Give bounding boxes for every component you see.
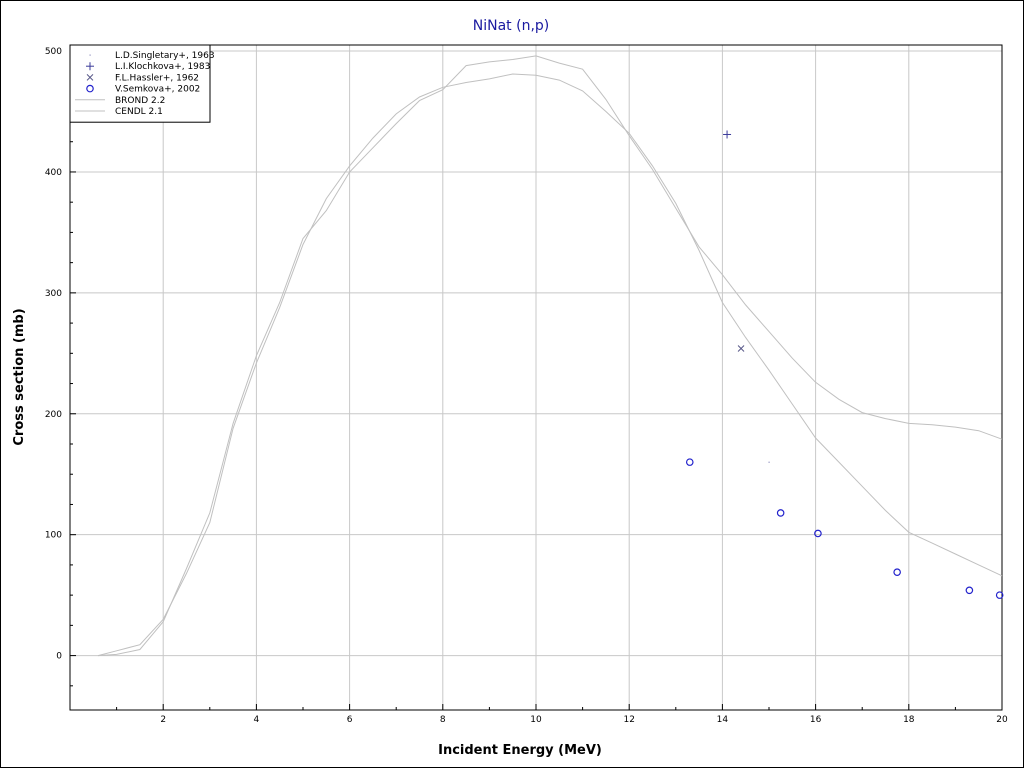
legend-swatch-2 — [86, 74, 94, 81]
grid — [70, 45, 1002, 710]
data-point-3-4 — [965, 586, 974, 595]
legend-label-5: CENDL 2.1 — [115, 107, 163, 117]
data-point-3-3 — [893, 568, 901, 576]
x-tick-label: 2 — [160, 715, 166, 725]
legend-label-3: V.Semkova+, 2002 — [115, 85, 200, 95]
data-point-2-0 — [737, 345, 745, 352]
legend-swatch-0 — [89, 54, 91, 56]
legend-label-0: L.D.Singletary+, 1963 — [115, 51, 215, 61]
legend-swatch-1 — [86, 62, 94, 71]
legend-box — [69, 44, 211, 123]
data-point-3-5 — [995, 591, 1004, 599]
legend-label-2: F.L.Hassler+, 1962 — [115, 73, 199, 83]
legend-label-4: BROND 2.2 — [115, 96, 165, 106]
x-tick-label: 18 — [903, 715, 915, 725]
chart-title: NiNat (n,p) — [473, 18, 550, 34]
tick-marks — [70, 50, 1003, 710]
experimental-points — [685, 130, 1004, 599]
x-axis-label: Incident Energy (MeV) — [438, 743, 602, 758]
y-tick-label: 300 — [45, 289, 62, 299]
y-tick-label: 100 — [45, 531, 62, 541]
x-tick-label: 10 — [530, 715, 542, 725]
series-line-5 — [97, 73, 1003, 657]
data-point-1-0 — [723, 130, 732, 139]
data-point-3-1 — [776, 509, 785, 517]
legend-label-1: L.I.Klochkova+, 1983 — [115, 62, 210, 72]
y-tick-label: 500 — [45, 47, 62, 57]
x-tick-label: 4 — [254, 715, 260, 725]
y-axis-label: Cross section (mb) — [12, 308, 27, 445]
x-tick-label: 20 — [996, 715, 1008, 725]
cross-b — [737, 345, 745, 352]
x-tick-label: 12 — [623, 715, 634, 725]
x-tick-label: 14 — [717, 715, 729, 725]
data-point-3-2 — [814, 529, 822, 538]
x-tick-label: 6 — [347, 715, 353, 725]
series-line-4 — [97, 55, 1003, 657]
y-tick-label: 0 — [56, 652, 62, 662]
y-tick-label: 400 — [45, 168, 62, 178]
legend-swatch-3 — [86, 84, 94, 93]
cross-b — [86, 74, 94, 81]
data-point-3-0 — [685, 458, 694, 466]
x-tick-label: 8 — [440, 715, 446, 725]
y-tick-label: 200 — [45, 410, 62, 420]
data-point-0-0 — [768, 461, 770, 463]
x-tick-label: 16 — [810, 715, 822, 725]
model-lines — [97, 55, 1003, 657]
